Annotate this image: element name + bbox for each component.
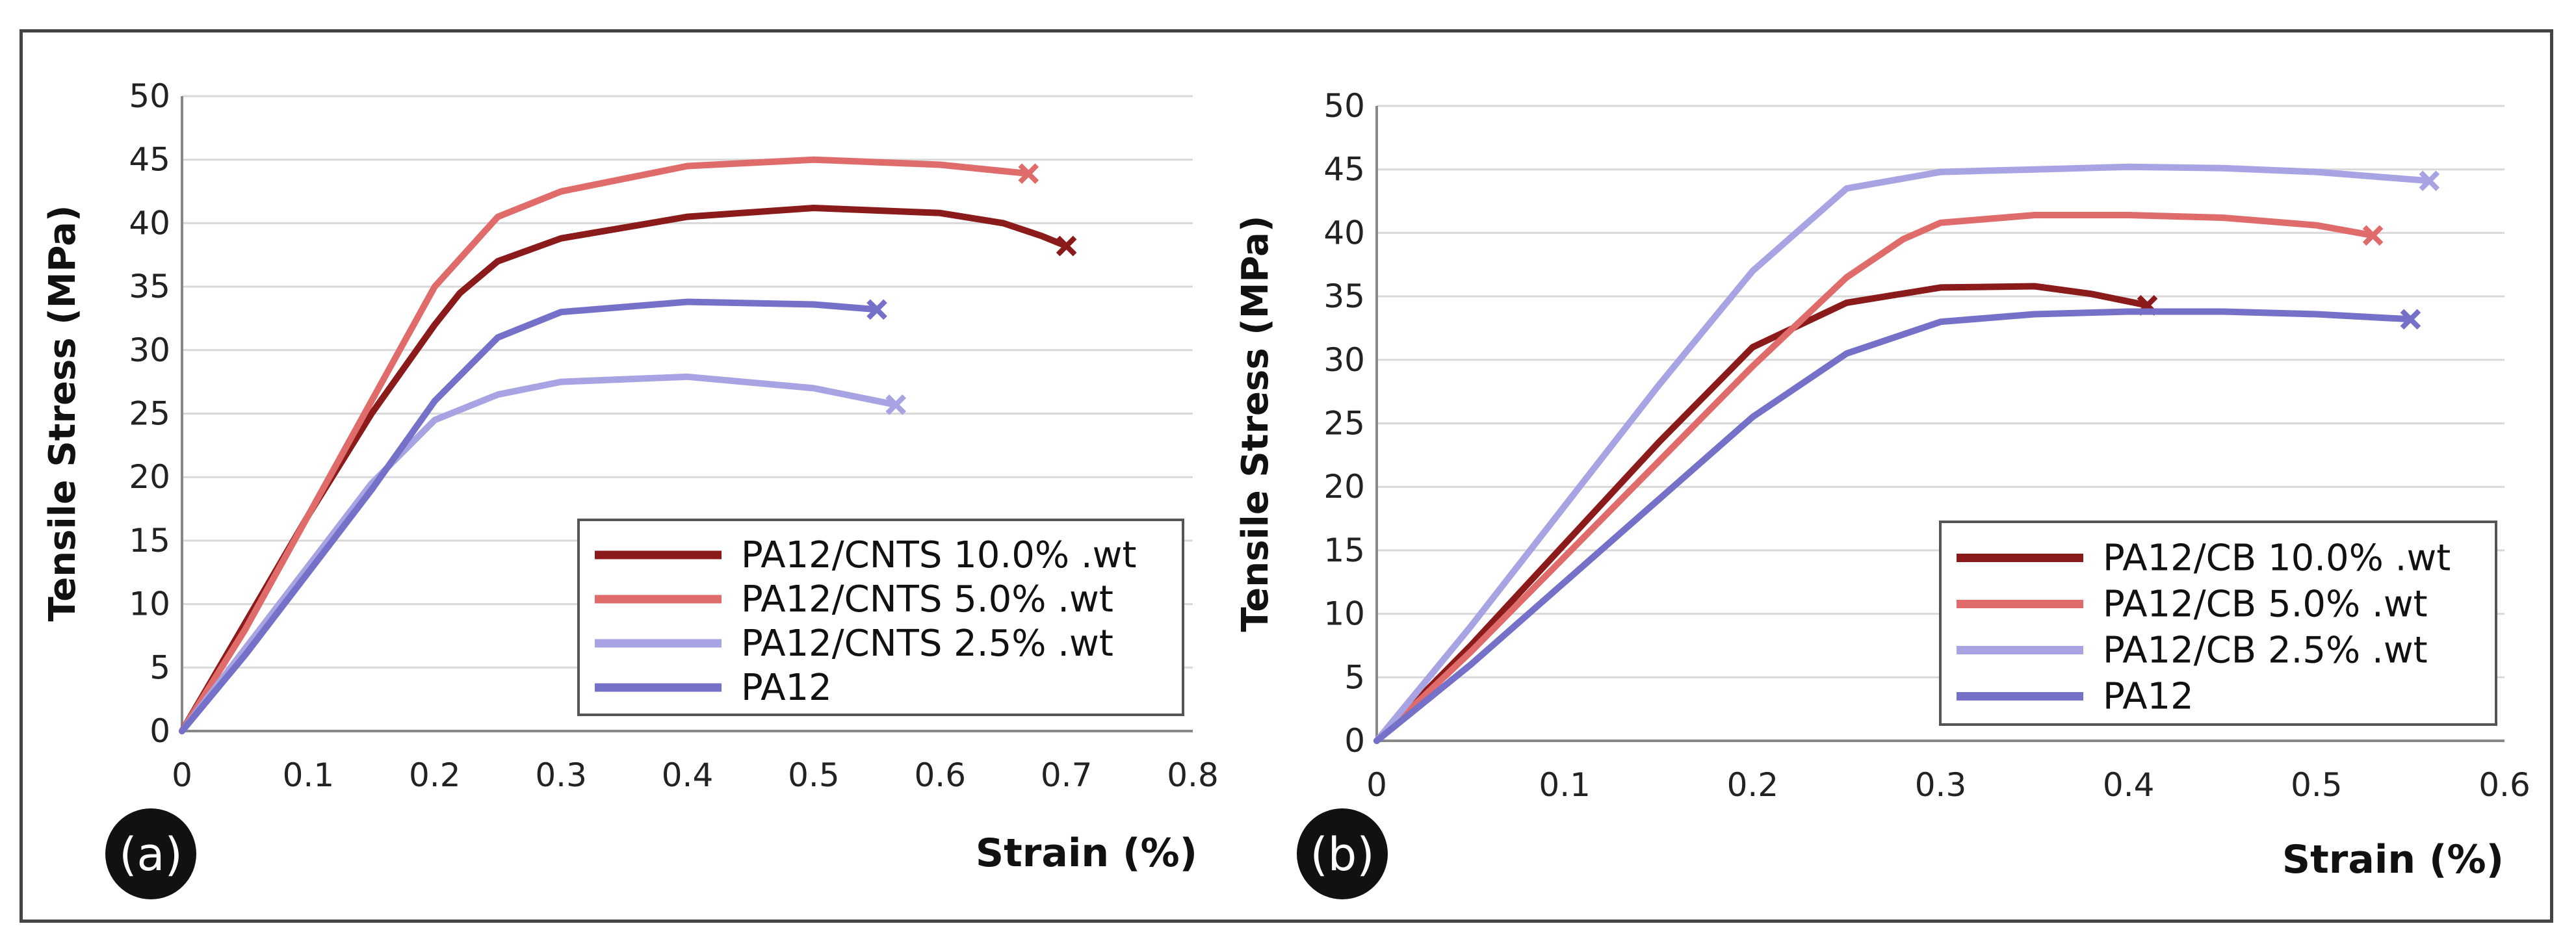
x-tick-label: 0.4	[662, 756, 714, 794]
series-line-1	[1373, 212, 2376, 744]
break-marker-3	[866, 299, 887, 320]
legend-entry: PA12/CB 10.0% .wt	[2103, 537, 2451, 580]
y-tick-label: 20	[129, 458, 170, 496]
y-tick-label: 20	[1323, 468, 1365, 506]
y-tick-label: 35	[129, 268, 170, 305]
y-tick-label: 5	[150, 649, 170, 686]
panel-badge	[105, 808, 196, 899]
panel-label: (b)	[1310, 828, 1374, 881]
x-axis-label: Strain (%)	[976, 830, 1197, 876]
figure-frame	[20, 29, 2553, 923]
y-tick-label: 30	[1323, 341, 1365, 379]
legend-entry: PA12	[741, 667, 832, 709]
series-line-2	[179, 373, 900, 734]
y-tick-label: 10	[1323, 595, 1365, 633]
legend-entry: PA12	[2103, 676, 2194, 718]
x-tick-label: 0.5	[2291, 766, 2343, 804]
y-tick-label: 0	[150, 712, 170, 750]
y-axis-label: Tensile Stress (MPa)	[1234, 216, 1277, 632]
y-tick-label: 50	[129, 77, 170, 115]
x-axis-label: Strain (%)	[2282, 837, 2504, 882]
series-line-1	[179, 156, 1032, 734]
break-marker-2	[885, 394, 907, 415]
y-tick-label: 0	[1344, 722, 1365, 760]
x-tick-label: 0.7	[1041, 756, 1093, 794]
y-tick-label: 45	[1323, 151, 1365, 188]
y-axis-label: Tensile Stress (MPa)	[42, 205, 84, 622]
break-marker-1	[2362, 225, 2384, 246]
panel-badge	[1297, 808, 1388, 899]
series-line-3	[179, 298, 881, 734]
x-tick-label: 0.1	[1539, 766, 1591, 804]
break-marker-0	[1056, 235, 1077, 257]
y-tick-label: 25	[1323, 405, 1365, 443]
y-tick-label: 50	[1323, 87, 1365, 125]
break-marker-1	[1018, 163, 1039, 185]
x-tick-label: 0.6	[914, 756, 966, 794]
x-tick-label: 0.2	[409, 756, 461, 794]
y-tick-label: 30	[129, 331, 170, 369]
legend-entry: PA12/CNTS 10.0% .wt	[741, 534, 1136, 576]
break-marker-3	[2400, 309, 2421, 330]
legend-entry: PA12/CNTS 5.0% .wt	[741, 578, 1113, 621]
x-tick-label: 0	[172, 756, 192, 794]
y-tick-label: 15	[129, 522, 170, 560]
y-tick-label: 40	[1323, 214, 1365, 251]
x-tick-label: 0	[1366, 766, 1387, 804]
x-tick-label: 0.6	[2478, 766, 2530, 804]
x-tick-label: 0.3	[1915, 766, 1967, 804]
series-line-2	[1373, 163, 2433, 744]
y-tick-label: 35	[1323, 277, 1365, 315]
x-tick-label: 0.2	[1727, 766, 1779, 804]
y-tick-label: 10	[129, 585, 170, 623]
y-tick-label: 15	[1323, 532, 1365, 569]
legend-entry: PA12/CB 2.5% .wt	[2103, 630, 2428, 672]
y-tick-label: 45	[129, 141, 170, 179]
series-line-3	[1373, 308, 2414, 744]
panel-label: (a)	[119, 828, 183, 881]
x-tick-label: 0.1	[283, 756, 335, 794]
panel-b: 0 5 10 15 20 25 30 35 40 45 50 0 0.1 0.2 0.3 0.4 0.5 0.6 T…	[1234, 87, 2530, 899]
break-marker-2	[2419, 170, 2440, 192]
y-tick-label: 25	[129, 395, 170, 433]
x-tick-label: 0.8	[1167, 756, 1219, 794]
panel-a: 0 5 10 15 20 25 30 35 40 45 50 0 0.1 0.2 0.3 0.4 0.5 0.6 0…	[42, 77, 1219, 899]
y-tick-label: 40	[129, 204, 170, 242]
legend-entry: PA12/CB 5.0% .wt	[2103, 584, 2428, 626]
y-tick-label: 5	[1344, 658, 1365, 696]
x-tick-label: 0.4	[2103, 766, 2155, 804]
x-tick-label: 0.3	[535, 756, 587, 794]
x-tick-label: 0.5	[788, 756, 840, 794]
legend-entry: PA12/CNTS 2.5% .wt	[741, 623, 1113, 665]
